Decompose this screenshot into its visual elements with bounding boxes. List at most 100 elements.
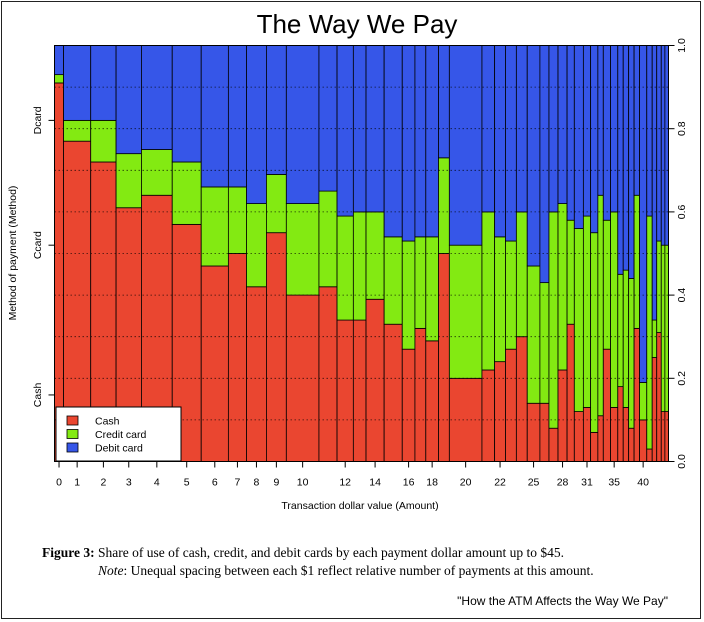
x-tick-label-3: 3 bbox=[126, 477, 132, 489]
mosaic-cell-debit-card-45 bbox=[664, 45, 669, 246]
mosaic-cell-debit-card-6 bbox=[200, 45, 229, 188]
mosaic-cell-debit-card-3 bbox=[115, 45, 142, 155]
mosaic-cell-debit-card-38 bbox=[628, 45, 635, 279]
x-tick-label-20: 20 bbox=[460, 477, 472, 489]
mosaic-cell-cash-24 bbox=[515, 336, 528, 462]
x-tick-label-1: 1 bbox=[74, 477, 80, 489]
mosaic-cell-cash-17 bbox=[414, 327, 427, 462]
mosaic-cell-debit-card-22 bbox=[494, 45, 506, 238]
mosaic-cell-credit-card-0 bbox=[54, 74, 64, 84]
mosaic-cell-cash-32 bbox=[590, 431, 599, 462]
mosaic-cell-credit-card-37 bbox=[622, 269, 630, 408]
caption-note-label: Note bbox=[98, 563, 124, 578]
mosaic-cell-cash-11 bbox=[318, 286, 338, 462]
mosaic-cell-cash-18 bbox=[425, 340, 439, 462]
x-tick-label-14: 14 bbox=[369, 477, 381, 489]
mosaic-cell-debit-card-44 bbox=[660, 45, 666, 246]
legend-swatch-cash bbox=[66, 415, 79, 426]
mosaic-cell-credit-card-32 bbox=[590, 232, 599, 433]
mosaic-cell-credit-card-7 bbox=[227, 186, 247, 254]
mosaic-cell-debit-card-7 bbox=[227, 45, 247, 188]
mosaic-cell-credit-card-28 bbox=[557, 203, 568, 371]
x-tick-label-0: 0 bbox=[56, 477, 62, 489]
y-right-tick-label-0.8: 0.8 bbox=[676, 121, 688, 136]
mosaic-cell-cash-33 bbox=[597, 415, 604, 462]
caption-text: Share of use of cash, credit, and debit … bbox=[94, 545, 564, 560]
mosaic-cell-cash-30 bbox=[573, 411, 584, 462]
mosaic-cell-credit-card-21 bbox=[481, 211, 496, 371]
mosaic-cell-debit-card-2 bbox=[90, 45, 117, 121]
source-text: "How the ATM Affects the Way We Pay" bbox=[457, 594, 668, 608]
mosaic-cell-credit-card-33 bbox=[597, 194, 604, 417]
mosaic-cell-cash-45 bbox=[664, 411, 669, 462]
caption-note-text: : Unequal spacing between each $1 reflec… bbox=[123, 563, 594, 578]
mosaic-cell-debit-card-26 bbox=[539, 45, 550, 284]
mosaic-cell-cash-0 bbox=[54, 82, 64, 462]
mosaic-cell-debit-card-24 bbox=[515, 45, 528, 213]
mosaic-cell-cash-37 bbox=[622, 407, 630, 462]
mosaic-cell-debit-card-39 bbox=[633, 45, 640, 196]
x-tick-label-8: 8 bbox=[254, 477, 260, 489]
y-right-tick-label-1.0: 1.0 bbox=[676, 38, 688, 53]
mosaic-cell-credit-card-40 bbox=[639, 382, 648, 421]
x-tick-label-16: 16 bbox=[403, 477, 415, 489]
mosaic-cell-cash-38 bbox=[628, 427, 635, 462]
mosaic-cell-cash-15 bbox=[383, 323, 403, 462]
mosaic-cell-cash-6 bbox=[200, 265, 229, 462]
mosaic-cell-cash-27 bbox=[548, 427, 559, 462]
mosaic-cell-credit-card-10 bbox=[285, 203, 320, 296]
mosaic-cell-credit-card-26 bbox=[539, 282, 550, 404]
plot-border bbox=[54, 45, 669, 462]
x-tick-label-10: 10 bbox=[297, 477, 309, 489]
y-right-tick-label-0.6: 0.6 bbox=[676, 204, 688, 219]
x-axis: 0 1 2 3 4 5 6 7 8 9 10 12 14 16 18 20 22 25 28 31 35 40 bbox=[56, 461, 649, 489]
mosaic-cell-credit-card-20 bbox=[448, 244, 483, 379]
mosaic-cell-cash-12 bbox=[336, 319, 354, 462]
mosaic-cell-credit-card-13 bbox=[352, 211, 367, 321]
x-tick-label-18: 18 bbox=[426, 477, 438, 489]
mosaic-cell-debit-card-17 bbox=[414, 45, 427, 238]
x-tick-label-9: 9 bbox=[273, 477, 279, 489]
mosaic-cell-debit-card-18 bbox=[425, 45, 439, 238]
x-tick-label-22: 22 bbox=[494, 477, 506, 489]
mosaic-cell-credit-card-43 bbox=[656, 240, 662, 333]
x-tick-label-5: 5 bbox=[184, 477, 190, 489]
mosaic-cell-credit-card-1 bbox=[63, 119, 92, 142]
mosaic-cell-cash-14 bbox=[365, 298, 385, 462]
y-right-tick-label-0.2: 0.2 bbox=[676, 371, 688, 386]
y-right-tick-label-0.4: 0.4 bbox=[676, 288, 688, 303]
mosaic-cell-debit-card-28 bbox=[557, 45, 568, 204]
x-tick-label-4: 4 bbox=[154, 477, 160, 489]
mosaic-cell-cash-9 bbox=[266, 232, 287, 462]
mosaic-cell-debit-card-33 bbox=[597, 45, 604, 196]
mosaic-cell-cash-41 bbox=[646, 448, 653, 462]
mosaic-cell-credit-card-34 bbox=[602, 219, 611, 350]
x-tick-label-25: 25 bbox=[528, 477, 540, 489]
mosaic-cell-cash-34 bbox=[602, 348, 611, 462]
y-left-tick-label-cash: Cash bbox=[32, 383, 44, 408]
mosaic-cell-credit-card-30 bbox=[573, 228, 584, 412]
mosaic-cell-debit-card-42 bbox=[651, 45, 658, 321]
mosaic-cell-credit-card-9 bbox=[266, 174, 287, 234]
legend-swatch-credit-card bbox=[66, 429, 79, 439]
mosaic-cell-credit-card-17 bbox=[414, 236, 427, 329]
mosaic-cell-debit-card-30 bbox=[573, 45, 584, 229]
mosaic-cell-credit-card-38 bbox=[628, 278, 635, 429]
mosaic-cell-credit-card-22 bbox=[494, 236, 506, 363]
mosaic-cell-credit-card-2 bbox=[90, 119, 117, 163]
x-axis-label: Transaction dollar value (Amount) bbox=[281, 500, 438, 512]
mosaic-cell-credit-card-42 bbox=[651, 319, 658, 358]
mosaic-cell-cash-26 bbox=[539, 402, 550, 462]
legend-label-cash: Cash bbox=[95, 416, 120, 428]
mosaic-cell-debit-card-19 bbox=[438, 45, 450, 159]
legend-label-debit-card: Debit card bbox=[95, 443, 143, 455]
mosaic-cell-credit-card-39 bbox=[633, 194, 640, 329]
x-tick-label-31: 31 bbox=[581, 477, 593, 489]
mosaic-cell-debit-card-32 bbox=[590, 45, 599, 234]
mosaic-cell-cash-7 bbox=[227, 253, 247, 462]
mosaic-cell-cash-25 bbox=[526, 402, 541, 462]
mosaic-cell-debit-card-34 bbox=[602, 45, 611, 221]
mosaic-cell-debit-card-5 bbox=[171, 45, 202, 163]
